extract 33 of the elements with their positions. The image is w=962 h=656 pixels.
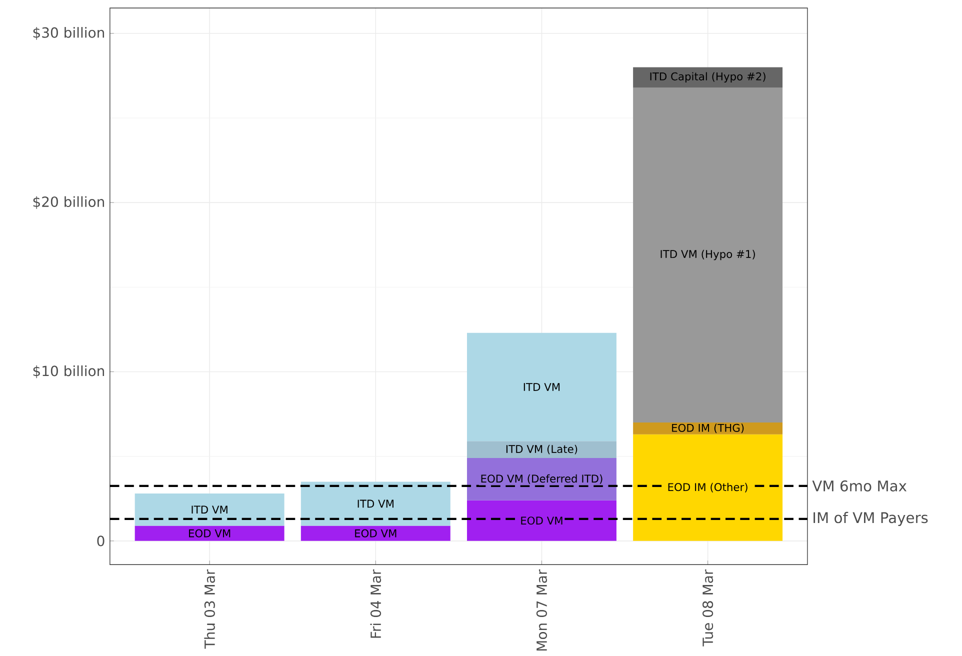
- y-tick-label: $20 billion: [33, 196, 104, 209]
- series-label: EOD VM (Deferred ITD): [481, 474, 602, 484]
- series-label: ITD VM (Late): [506, 444, 578, 454]
- bar: [134, 526, 284, 541]
- y-tick-label: $10 billion: [33, 365, 104, 378]
- bar: [466, 500, 616, 541]
- series-label: EOD VM: [189, 529, 230, 538]
- text: ITD VM: [358, 500, 394, 508]
- y-tick-label: $30 billion: [33, 26, 104, 40]
- text: EOD VM: [521, 516, 562, 524]
- text: EOD VM: [355, 529, 396, 538]
- series-label: ITD Capital (Hypo #2): [650, 72, 766, 82]
- bar: [300, 526, 450, 541]
- series-label: EOD IM (THG): [672, 423, 744, 433]
- series-label: ITD VM: [192, 506, 228, 514]
- bar: [466, 440, 616, 458]
- bar: [633, 434, 783, 541]
- series-label: EOD IM (Other): [668, 482, 748, 492]
- bar: [134, 493, 284, 526]
- bar: [300, 482, 450, 526]
- bar: [633, 87, 783, 422]
- text: ITD VM: [524, 382, 560, 391]
- x-tick-label: Mon 07 Mar: [536, 569, 548, 650]
- bar: [633, 422, 783, 434]
- series-label: ITD VM (Hypo #1): [660, 250, 755, 260]
- ref-line-label: IM of VM Payers: [814, 512, 928, 526]
- x-tick-label: Thu 03 Mar: [204, 569, 215, 649]
- ref-line-label: VM 6mo Max: [812, 480, 907, 492]
- bar: [633, 67, 783, 88]
- bar: [466, 332, 616, 441]
- x-tick-label: Tue 08 Mar: [702, 569, 714, 646]
- y-tick-label: 0: [97, 535, 104, 546]
- x-tick-label: Fri 04 Mar: [370, 569, 382, 638]
